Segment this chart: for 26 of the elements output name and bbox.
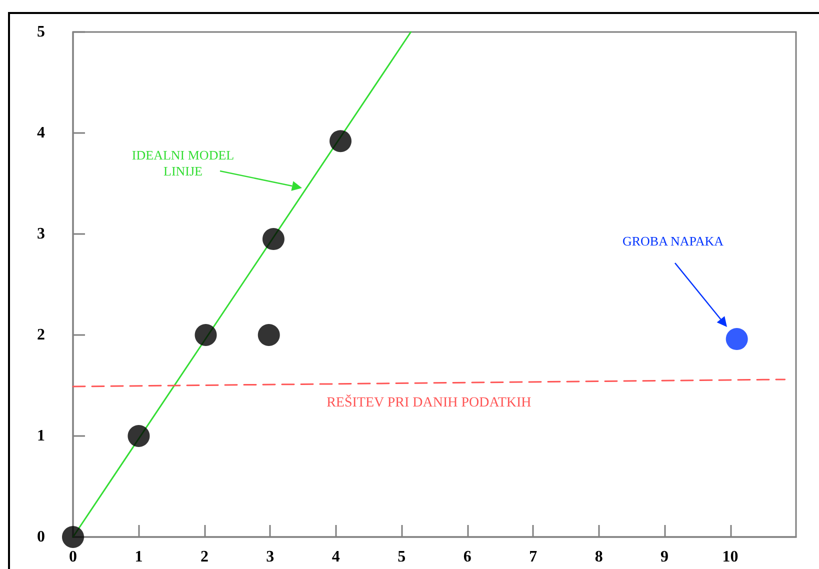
x-tick-label: 3: [266, 548, 274, 566]
y-tick-label: 0: [37, 528, 45, 546]
point: [128, 425, 150, 447]
point: [262, 228, 284, 250]
y-tick-label: 3: [37, 226, 45, 242]
x-tick-label: 8: [594, 548, 603, 566]
x-tick-label: 0: [69, 548, 77, 566]
point: [258, 324, 280, 346]
y-tick-label: 1: [37, 428, 45, 444]
x-tick-label: 7: [529, 548, 538, 566]
x-tick-label: 6: [463, 548, 472, 566]
y-tick-label: 5: [37, 24, 45, 40]
point: [194, 324, 217, 346]
point: [726, 328, 748, 350]
x-tick-label: 10: [722, 548, 738, 566]
x-tick-label: 5: [398, 548, 406, 566]
series-label: REŠITEV PRI DANIH PODATKIH: [326, 393, 532, 410]
x-tick-label: 9: [660, 548, 669, 566]
annotation: GROBA NAPAKA: [622, 234, 724, 248]
x-tick-label: 1: [134, 548, 143, 566]
x-tick-label: 2: [200, 548, 208, 566]
y-tick-label: 4: [37, 124, 45, 142]
annotation: IDEALNI MODEL LINIJE: [132, 148, 234, 178]
y-tick-label: 2: [37, 326, 45, 344]
x-tick-label: 4: [332, 548, 340, 566]
point: [330, 130, 352, 152]
